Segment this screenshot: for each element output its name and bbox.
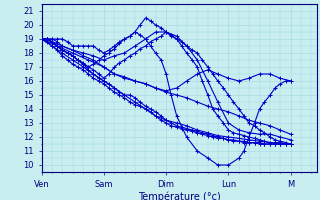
X-axis label: Température (°c): Température (°c) bbox=[138, 191, 220, 200]
